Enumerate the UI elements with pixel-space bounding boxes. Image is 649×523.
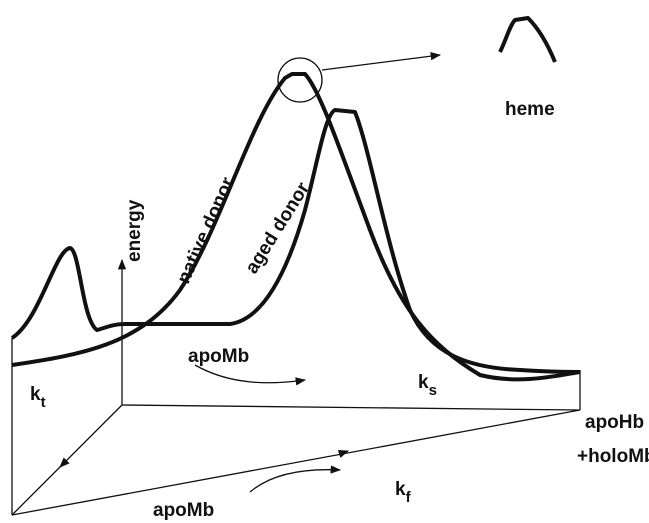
back-floor-edge	[121, 404, 581, 411]
rate-constant: kf	[395, 479, 412, 506]
kf-arrow	[337, 450, 349, 458]
rate-constant: kt	[30, 384, 46, 411]
left-floor-edge	[11, 404, 123, 516]
apomb-arrow-lower	[249, 465, 342, 493]
front-floor-edge	[11, 409, 581, 516]
species-label: +holoMb	[577, 446, 649, 467]
species-label: apoMb	[153, 500, 214, 521]
species-label: apoHb	[585, 412, 644, 433]
aged-donor-label: aged donor	[241, 178, 314, 277]
energy-label: energy	[124, 199, 145, 262]
kt-arrow	[59, 457, 70, 468]
apomb-arrow-upper	[194, 364, 307, 386]
heme-label: heme	[505, 99, 555, 120]
native-donor-curve	[11, 72, 581, 382]
zoom-arrow	[321, 52, 442, 71]
heme-circle	[277, 57, 323, 103]
species-label: apoMb	[188, 346, 249, 367]
aged-donor-curve	[10, 108, 581, 374]
heme-inset-curve	[498, 16, 557, 63]
rate-constant: ks	[418, 372, 437, 399]
native-donor-label: native donor	[173, 174, 239, 287]
